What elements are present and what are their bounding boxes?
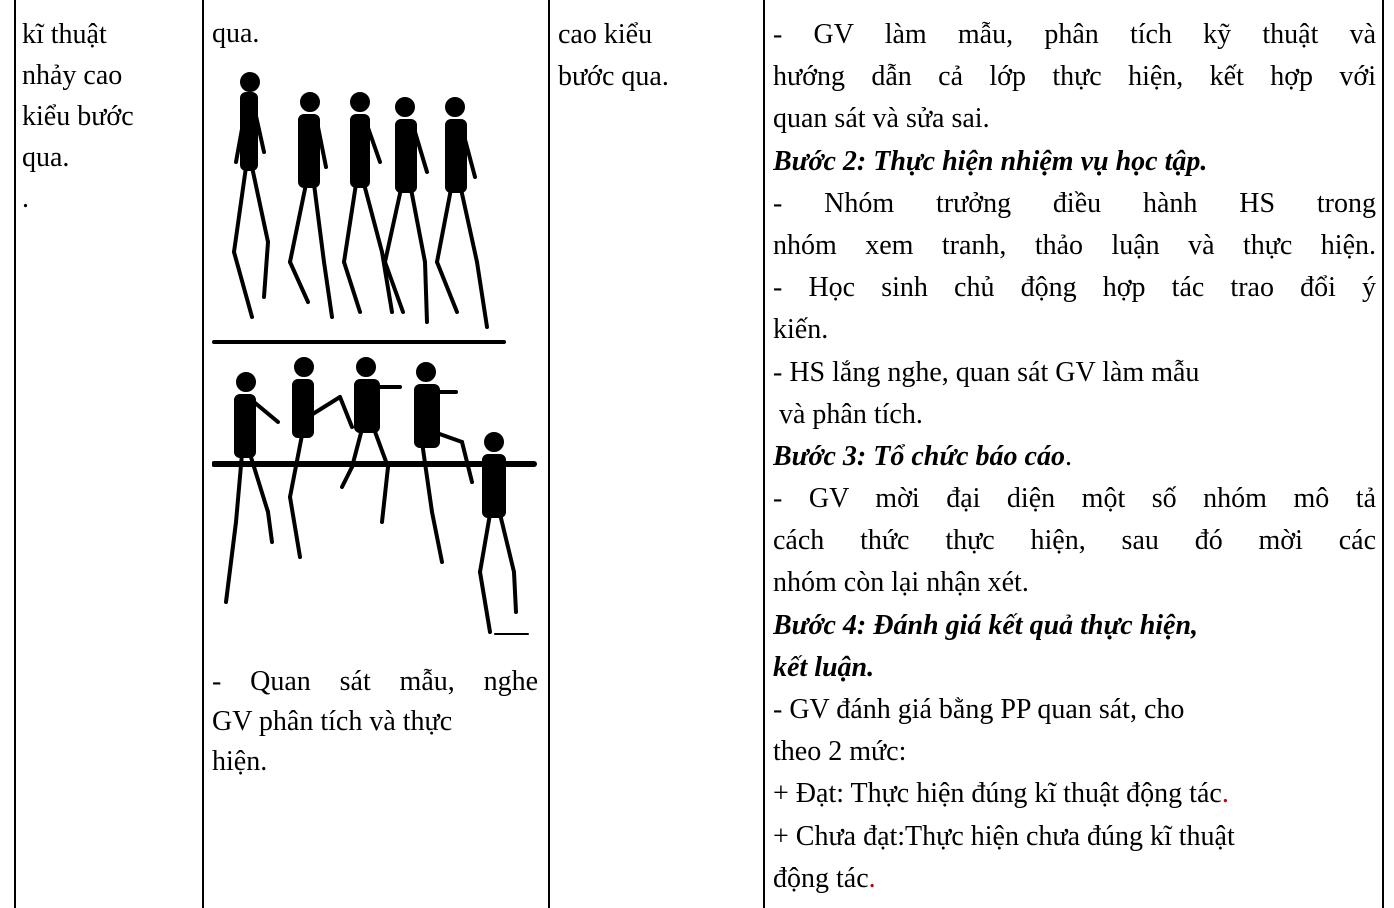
text-line: + Chưa đạt:Thực hiện chưa đúng kĩ thuật <box>773 820 1235 852</box>
text: . <box>868 862 876 894</box>
text-line: bước qua. <box>558 61 669 92</box>
text: Bước 3: Tổ chức báo cáo <box>773 440 1065 472</box>
text-line: quan sát và sửa sai. <box>773 103 990 135</box>
text-line: qua. <box>22 142 70 173</box>
text-line: hướng dẫn cả lớp thực hiện, kết hợp với <box>773 61 1376 93</box>
text-line: hiện. <box>212 746 268 777</box>
text-line: . <box>22 183 29 214</box>
text-line: - Quan sát mẫu, nghe <box>212 666 538 697</box>
text-line: GV phân tích và thực <box>212 706 453 737</box>
text-line: nhóm còn lại nhận xét. <box>773 567 1029 599</box>
step-heading: Bước 2: Thực hiện nhiệm vụ học tập. <box>773 145 1208 177</box>
text-line: - GV mời đại diện một số nhóm mô tả <box>773 483 1376 515</box>
table-border <box>763 0 765 908</box>
text: . <box>1221 778 1229 810</box>
table-border <box>1382 0 1384 908</box>
text-line: - GV đánh giá bằng PP quan sát, cho <box>773 694 1185 725</box>
text-line: động tác. <box>773 858 1376 900</box>
text-line: - Nhóm trưởng điều hành HS trong <box>773 187 1376 219</box>
table-cell: qua. <box>212 14 538 782</box>
table-border <box>202 0 204 908</box>
text-line: kĩ thuật <box>22 19 107 50</box>
text-line: qua. <box>212 18 260 49</box>
text: + Đạt: Thực hiện đúng kĩ thuật động tác <box>773 778 1222 810</box>
table-cell: - GV làm mẫu, phân tích kỹ thuật và hướn… <box>773 14 1376 900</box>
table-cell: kĩ thuật nhảy cao kiểu bước qua. . <box>22 14 194 219</box>
text-line: kiểu bước <box>22 101 134 132</box>
text: . <box>1064 440 1072 472</box>
text-line: - Học sinh chủ động hợp tác trao đổi ý <box>773 272 1376 304</box>
step-heading: Bước 4: Đánh giá kết quả thực hiện, <box>773 609 1199 641</box>
table-cell: cao kiểu bước qua. <box>558 14 754 98</box>
text: động tác <box>773 862 869 894</box>
text-line: kiến. <box>773 314 829 346</box>
text-line: + Đạt: Thực hiện đúng kĩ thuật động tác. <box>773 773 1376 815</box>
text-line: theo 2 mức: <box>773 736 907 768</box>
table-border <box>14 0 16 908</box>
text-line: cách thức thực hiện, sau đó mời các <box>773 525 1376 557</box>
text-line: cao kiểu <box>558 19 653 50</box>
step-heading: kết luận. <box>773 651 875 683</box>
text-line: và phân tích. <box>779 398 923 430</box>
text-line: - GV làm mẫu, phân tích kỹ thuật và <box>773 19 1376 50</box>
text-line: - HS lắng nghe, quan sát GV làm mẫu <box>773 356 1200 388</box>
illustration <box>212 72 537 635</box>
text-line: nhóm xem tranh, thảo luận và thực hiện. <box>773 229 1376 261</box>
table-border <box>548 0 550 908</box>
step-heading: Bước 3: Tổ chức báo cáo. <box>773 436 1376 478</box>
text-line: nhảy cao <box>22 60 123 91</box>
